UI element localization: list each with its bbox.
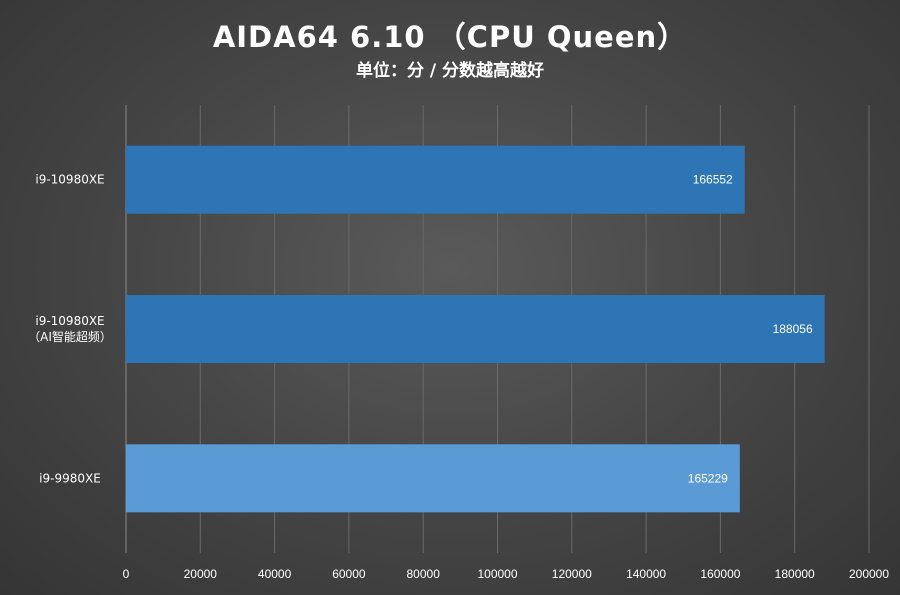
x-tick-label: 160000 [700,567,740,581]
x-tick-label: 200000 [849,567,889,581]
category-label: （AI智能超频） [28,329,112,344]
chart-subtitle: 单位：分 / 分数越高越好 [355,61,545,81]
category-label: i9-10980XE [35,173,104,187]
x-tick-label: 80000 [407,567,441,581]
bar [126,295,825,363]
x-tick-label: 60000 [332,567,366,581]
x-tick-label: 140000 [626,567,666,581]
data-label: 166552 [693,173,733,187]
category-label: i9-10980XE [35,314,104,328]
bar [126,444,740,513]
x-tick-label: 120000 [552,567,592,581]
x-tick-label: 0 [123,567,130,581]
chart-title: AIDA64 6.10 （CPU Queen） [212,20,688,54]
x-tick-label: 180000 [775,567,815,581]
data-label: 188056 [773,322,813,336]
category-label: i9-9980XE [39,471,101,485]
bar [126,145,745,214]
x-tick-label: 40000 [258,567,292,581]
data-label: 165229 [688,471,728,485]
x-tick-label: 100000 [477,567,517,581]
x-tick-label: 20000 [184,567,218,581]
